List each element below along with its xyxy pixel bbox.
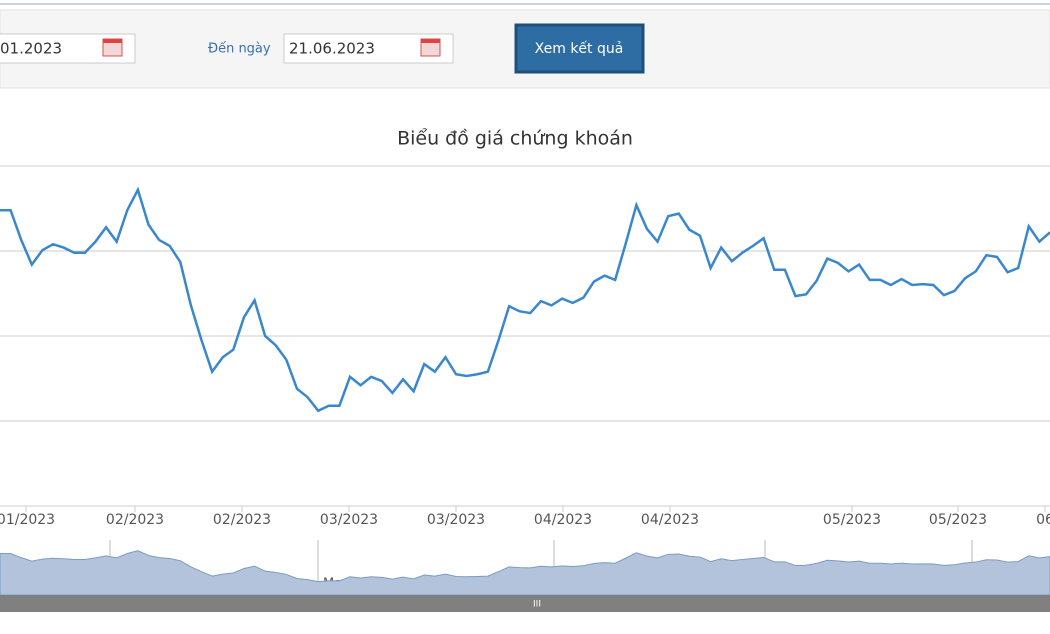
x-tick-label: 04/2023 [641, 512, 699, 528]
x-tick-label: 05/2023 [929, 512, 987, 528]
to-date: 21.06.2023 [289, 40, 375, 58]
from-date: 01.2023 [0, 40, 62, 58]
scrollbar-grip[interactable]: III [533, 600, 541, 610]
x-tick-label: 06 [1036, 512, 1050, 528]
x-tick-label: 02/2023 [106, 512, 164, 528]
x-tick-label: 03/2023 [427, 512, 485, 528]
x-tick-label: 01/2023 [0, 512, 55, 528]
x-tick-label: 02/2023 [213, 512, 271, 528]
calendar-icon[interactable] [102, 38, 123, 57]
chart-title: Biểu đồ giá chứng khoán [397, 128, 633, 150]
x-tick-label: 03/2023 [320, 512, 378, 528]
price-line [0, 186, 1050, 413]
plot: 01/2023 02/2023 02/2023 03/2023 03/2023 04/20… [0, 165, 1050, 596]
navigator-area [0, 550, 1050, 596]
submit-button[interactable] [514, 23, 645, 74]
x-tick-label: 04/2023 [534, 512, 592, 528]
scrollbar[interactable] [0, 595, 1050, 612]
x-tick-label: 05/2023 [823, 512, 881, 528]
calendar-icon[interactable] [420, 38, 441, 57]
submit-label: Xem kết quả [535, 40, 624, 57]
to-label: Đến ngày [208, 42, 271, 57]
